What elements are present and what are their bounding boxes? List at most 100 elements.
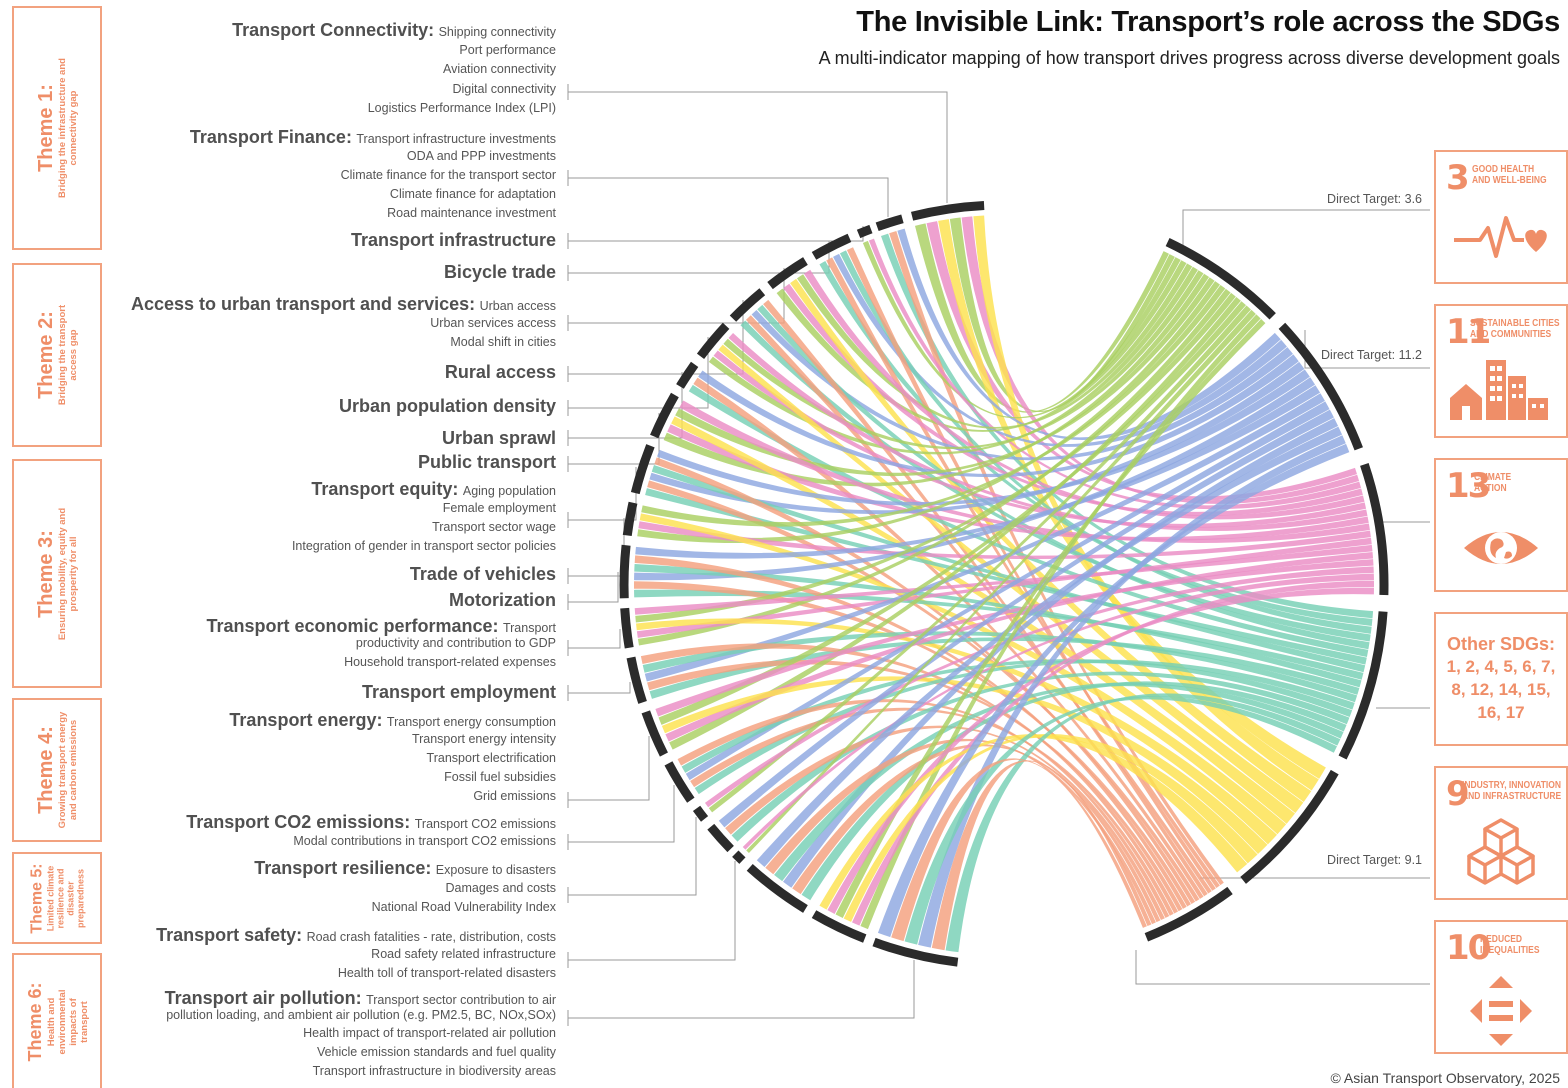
indicator-arc <box>729 288 766 322</box>
sdg-name: INDUSTRY, INNOVATION AND INFRASTRUCTURE <box>1462 780 1562 802</box>
indicator-sub: Vehicle emission standards and fuel qual… <box>316 1045 556 1059</box>
indicator-arc <box>619 544 631 599</box>
cubes-icon <box>1467 818 1535 885</box>
sdg-leader-line <box>1304 330 1430 369</box>
indicator-sub: Transport sector wage <box>432 520 556 534</box>
leader-line <box>568 337 709 409</box>
sdg-arc <box>1165 237 1276 320</box>
indicator-rural-access: Rural access <box>444 362 556 382</box>
theme-3-box: Theme 3: Ensuring mobility, equity and pr… <box>12 459 102 688</box>
indicator-arc <box>620 607 634 649</box>
indicator-arc <box>811 233 852 260</box>
chord-ribbon <box>690 707 1174 916</box>
indicator-safety-head: Transport safety: Road crash fatalities … <box>156 925 556 945</box>
indicator-arc <box>746 864 808 913</box>
sdg-number: 3 <box>1446 158 1470 198</box>
sdg-arc <box>1240 769 1339 884</box>
theme-6-box: Theme 6: Health and environmental impacts… <box>12 953 102 1088</box>
indicator-arc <box>707 823 734 853</box>
chord-ribbon <box>776 260 1187 432</box>
indicator-arc <box>641 710 668 757</box>
chord-ribbon <box>645 488 1367 665</box>
leader-lines <box>567 84 1430 1026</box>
leader-line <box>568 629 621 649</box>
sdg-number: 13 <box>1446 466 1491 506</box>
indicator-sub: Transport energy intensity <box>411 732 556 746</box>
indicator-public-transport: Public transport <box>417 452 556 472</box>
other-sdgs-list: 1, 2, 4, 5, 6, 7, 8, 12, 14, 15, 16, 17 <box>1446 657 1556 722</box>
theme-5-box: Theme 5: Limited climate resilience and d… <box>12 852 102 944</box>
indicator-arc <box>626 656 647 704</box>
theme-desc: Limited climate resilience and disaster … <box>45 865 86 931</box>
chord-ribbon <box>819 734 1248 910</box>
indicator-arc <box>875 214 904 232</box>
indicator-sub: Health impact of transport-related air p… <box>303 1026 556 1040</box>
sdg-name: CLIMATE ACTION <box>1474 472 1512 494</box>
indicator-sub: Climate finance for adaptation <box>389 187 556 201</box>
sdg-13-card: 13 CLIMATE ACTION <box>1434 458 1568 592</box>
indicator-arc <box>676 361 699 389</box>
other-sdgs-card: Other SDGs: 1, 2, 4, 5, 6, 7, 8, 12, 14,… <box>1434 612 1568 746</box>
chord-ribbon <box>638 521 1371 560</box>
indicator-arc <box>910 201 985 221</box>
indicator-co2-head: Transport CO2 emissions: Transport CO2 e… <box>186 812 556 832</box>
sdg-arc <box>1144 886 1233 942</box>
indicator-sub: Household transport-related expenses <box>344 655 556 669</box>
indicator-sub: Urban services access <box>430 316 556 330</box>
indicator-sub: Aviation connectivity <box>442 62 556 76</box>
indicator-employment: Transport employment <box>361 682 556 702</box>
sdg-leader-line <box>1182 209 1430 252</box>
theme-name: Theme 2: <box>35 311 57 399</box>
indicator-resilience-head: Transport resilience: Exposure to disast… <box>254 858 556 878</box>
chord-ribbon <box>685 401 1330 781</box>
theme-name: Theme 1: <box>35 84 57 172</box>
arrows-equal-icon <box>1470 976 1532 1046</box>
indicator-sub: Climate finance for the transport sector <box>340 168 556 182</box>
eye-globe-icon <box>1464 532 1538 564</box>
theme-desc: Bridging the transport access gap <box>57 304 79 406</box>
sdg-number: 11 <box>1446 312 1491 352</box>
indicator-sub: Grid emissions <box>473 789 556 803</box>
indicator-sub: Port performance <box>459 43 556 57</box>
chord-ribbons <box>634 215 1374 953</box>
leader-line <box>568 572 619 603</box>
theme-desc: Bridging the infrastructure and connecti… <box>57 58 79 198</box>
indicator-sub: pollution loading, and ambient air pollu… <box>166 1008 556 1022</box>
chord-arcs <box>619 201 1389 967</box>
indicator-finance-head: Transport Finance: Transport infrastruct… <box>189 127 556 147</box>
indicator-sub: Transport infrastructure in biodiversity… <box>312 1064 556 1078</box>
indicator-sub: National Road Vulnerability Index <box>371 900 556 914</box>
indicator-urban-sprawl: Urban sprawl <box>441 428 556 448</box>
sdg-name: SUSTAINABLE CITIES AND COMMUNITIES <box>1470 318 1560 340</box>
copyright: © Asian Transport Observatory, 2025 <box>1330 1070 1560 1086</box>
indicator-arc <box>732 850 746 864</box>
indicator-arc <box>696 322 730 360</box>
chord-ribbon <box>708 266 1198 455</box>
leader-line <box>568 682 631 694</box>
leader-line <box>568 861 736 961</box>
sdg-name: GOOD HEALTH AND WELL-BEING <box>1472 164 1547 186</box>
sdg-arc <box>1278 322 1363 451</box>
indicator-sub: Transport electrification <box>426 751 556 765</box>
indicator-sub: Road maintenance investment <box>387 206 556 220</box>
chord-ribbon <box>746 309 1256 854</box>
chord-ribbon <box>651 465 1366 673</box>
chord-ribbon <box>891 758 1147 942</box>
sdg-11-card: 11 SUSTAINABLE CITIES AND COMMUNITIES <box>1434 304 1568 438</box>
indicator-urban-density: Urban population density <box>338 396 556 416</box>
indicator-bicycle-trade: Bicycle trade <box>443 262 556 282</box>
theme-desc: Growing transport energy and carbon emis… <box>57 711 79 829</box>
leader-line <box>568 91 948 203</box>
indicator-sub: productivity and contribution to GDP <box>355 636 556 650</box>
leader-line <box>568 467 637 521</box>
theme-1-box: Theme 1: Bridging the infrastructure and … <box>12 6 102 250</box>
indicator-sub: Modal contributions in transport CO2 emi… <box>293 834 556 848</box>
leader-line <box>568 817 697 896</box>
sdg-name: REDUCED INEQUALITIES <box>1480 934 1540 956</box>
theme-name: Theme 3: <box>35 529 57 618</box>
sdg-arc <box>1338 611 1388 760</box>
theme-name: Theme 5: <box>28 862 46 934</box>
sdg-number: 10 <box>1446 928 1491 968</box>
chord-ribbon <box>634 544 1373 615</box>
